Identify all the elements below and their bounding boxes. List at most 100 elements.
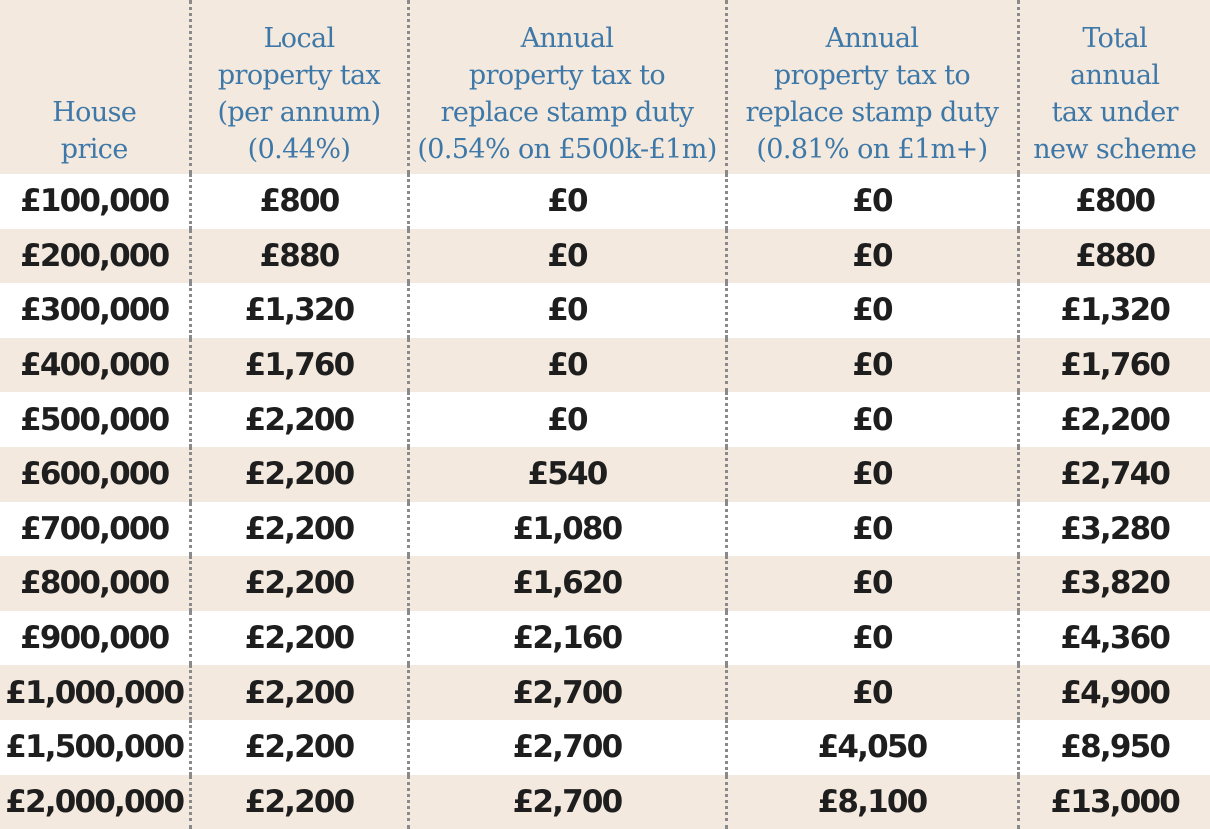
cell-local-property-tax: £800 <box>190 174 408 229</box>
cell-total-annual-tax: £880 <box>1018 229 1210 284</box>
cell-house-price: £1,500,000 <box>0 720 190 775</box>
cell-stamp-duty-mid: £0 <box>408 338 726 393</box>
cell-house-price: £900,000 <box>0 611 190 666</box>
header-line: new scheme <box>1020 131 1210 168</box>
table-row: £1,500,000£2,200£2,700£4,050£8,950 <box>0 720 1210 775</box>
cell-total-annual-tax: £2,740 <box>1018 447 1210 502</box>
header-line: price <box>0 131 189 168</box>
cell-stamp-duty-high: £0 <box>726 447 1018 502</box>
cell-local-property-tax: £2,200 <box>190 502 408 557</box>
cell-stamp-duty-mid: £2,700 <box>408 775 726 829</box>
header-line: Annual <box>728 20 1017 57</box>
header-line: replace stamp duty <box>728 94 1017 131</box>
cell-total-annual-tax: £3,820 <box>1018 556 1210 611</box>
cell-stamp-duty-high: £0 <box>726 392 1018 447</box>
cell-house-price: £2,000,000 <box>0 775 190 829</box>
table-row: £600,000£2,200£540£0£2,740 <box>0 447 1210 502</box>
cell-total-annual-tax: £800 <box>1018 174 1210 229</box>
cell-house-price: £400,000 <box>0 338 190 393</box>
table-row: £400,000£1,760£0£0£1,760 <box>0 338 1210 393</box>
table-row: £700,000£2,200£1,080£0£3,280 <box>0 502 1210 557</box>
cell-house-price: £100,000 <box>0 174 190 229</box>
cell-stamp-duty-high: £0 <box>726 556 1018 611</box>
cell-total-annual-tax: £13,000 <box>1018 775 1210 829</box>
cell-local-property-tax: £2,200 <box>190 392 408 447</box>
cell-stamp-duty-mid: £540 <box>408 447 726 502</box>
cell-stamp-duty-mid: £0 <box>408 174 726 229</box>
cell-stamp-duty-high: £0 <box>726 229 1018 284</box>
cell-house-price: £700,000 <box>0 502 190 557</box>
cell-local-property-tax: £2,200 <box>190 556 408 611</box>
table-row: £100,000£800£0£0£800 <box>0 174 1210 229</box>
cell-local-property-tax: £2,200 <box>190 775 408 829</box>
header-line: (0.44%) <box>192 131 407 168</box>
cell-total-annual-tax: £3,280 <box>1018 502 1210 557</box>
header-line: property tax to <box>410 57 725 94</box>
header-line: (0.54% on £500k-£1m) <box>410 131 725 168</box>
header-line: annual <box>1020 57 1210 94</box>
header-line: Local <box>192 20 407 57</box>
cell-total-annual-tax: £4,360 <box>1018 611 1210 666</box>
table-row: £800,000£2,200£1,620£0£3,820 <box>0 556 1210 611</box>
header-line: (0.81% on £1m+) <box>728 131 1017 168</box>
cell-house-price: £300,000 <box>0 283 190 338</box>
table-row: £2,000,000£2,200£2,700£8,100£13,000 <box>0 775 1210 829</box>
cell-house-price: £200,000 <box>0 229 190 284</box>
cell-stamp-duty-high: £4,050 <box>726 720 1018 775</box>
cell-stamp-duty-high: £0 <box>726 338 1018 393</box>
cell-total-annual-tax: £4,900 <box>1018 665 1210 720</box>
cell-stamp-duty-high: £0 <box>726 283 1018 338</box>
cell-local-property-tax: £1,320 <box>190 283 408 338</box>
cell-stamp-duty-mid: £0 <box>408 392 726 447</box>
cell-stamp-duty-high: £8,100 <box>726 775 1018 829</box>
header-line: House <box>0 94 189 131</box>
cell-house-price: £1,000,000 <box>0 665 190 720</box>
cell-total-annual-tax: £1,320 <box>1018 283 1210 338</box>
cell-local-property-tax: £880 <box>190 229 408 284</box>
table-row: £1,000,000£2,200£2,700£0£4,900 <box>0 665 1210 720</box>
cell-total-annual-tax: £8,950 <box>1018 720 1210 775</box>
cell-stamp-duty-mid: £2,700 <box>408 665 726 720</box>
cell-stamp-duty-high: £0 <box>726 174 1018 229</box>
cell-house-price: £800,000 <box>0 556 190 611</box>
cell-house-price: £500,000 <box>0 392 190 447</box>
cell-stamp-duty-mid: £1,620 <box>408 556 726 611</box>
cell-total-annual-tax: £1,760 <box>1018 338 1210 393</box>
cell-stamp-duty-high: £0 <box>726 611 1018 666</box>
table-body: £100,000£800£0£0£800£200,000£880£0£0£880… <box>0 174 1210 829</box>
cell-local-property-tax: £1,760 <box>190 338 408 393</box>
header-line: tax under <box>1020 94 1210 131</box>
header-line: property tax <box>192 57 407 94</box>
header-line: Annual <box>410 20 725 57</box>
cell-stamp-duty-high: £0 <box>726 665 1018 720</box>
cell-local-property-tax: £2,200 <box>190 665 408 720</box>
cell-local-property-tax: £2,200 <box>190 611 408 666</box>
header-line: Total <box>1020 20 1210 57</box>
cell-local-property-tax: £2,200 <box>190 447 408 502</box>
cell-stamp-duty-mid: £2,700 <box>408 720 726 775</box>
table-row: £300,000£1,320£0£0£1,320 <box>0 283 1210 338</box>
cell-total-annual-tax: £2,200 <box>1018 392 1210 447</box>
header-line: (per annum) <box>192 94 407 131</box>
table-row: £500,000£2,200£0£0£2,200 <box>0 392 1210 447</box>
cell-stamp-duty-mid: £2,160 <box>408 611 726 666</box>
cell-stamp-duty-high: £0 <box>726 502 1018 557</box>
cell-local-property-tax: £2,200 <box>190 720 408 775</box>
cell-stamp-duty-mid: £0 <box>408 229 726 284</box>
table-row: £900,000£2,200£2,160£0£4,360 <box>0 611 1210 666</box>
header-line: property tax to <box>728 57 1017 94</box>
cell-house-price: £600,000 <box>0 447 190 502</box>
table-row: £200,000£880£0£0£880 <box>0 229 1210 284</box>
cell-stamp-duty-mid: £0 <box>408 283 726 338</box>
header-line: replace stamp duty <box>410 94 725 131</box>
cell-stamp-duty-mid: £1,080 <box>408 502 726 557</box>
